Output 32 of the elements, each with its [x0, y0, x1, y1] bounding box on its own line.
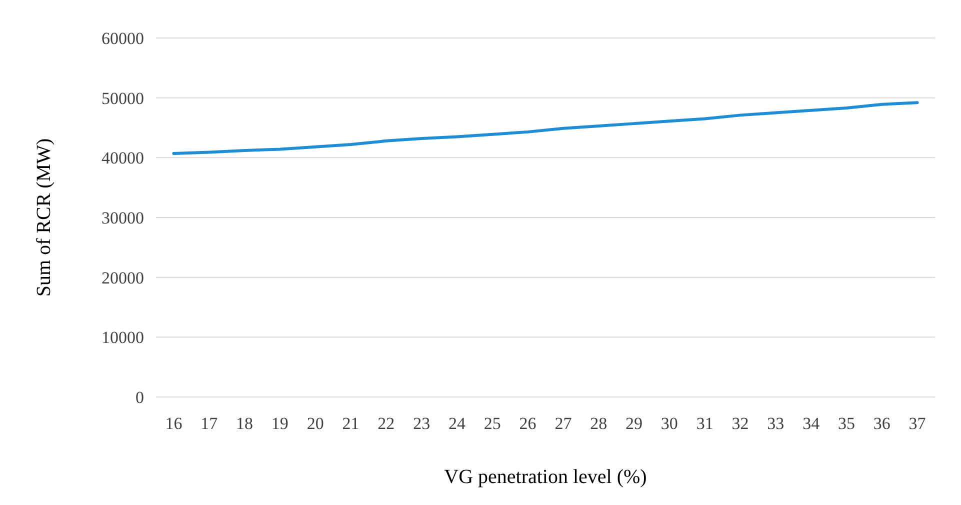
- line-series: [172, 101, 919, 155]
- y-tick-label: 60000: [102, 28, 144, 48]
- y-tick-label: 0: [136, 388, 144, 407]
- x-tick-label: 31: [696, 414, 714, 433]
- x-tick-label: 16: [165, 414, 182, 433]
- y-tick-label: 30000: [102, 208, 144, 228]
- x-axis-title: VG penetration level (%): [444, 466, 647, 488]
- x-tick-label: 21: [342, 414, 360, 433]
- x-tick-label: 30: [660, 414, 678, 433]
- x-tick-label: 18: [236, 414, 254, 433]
- x-tick-label: 20: [306, 414, 324, 433]
- y-axis-title: Sum of RCR (MW): [33, 138, 55, 297]
- y-tick-label: 50000: [102, 88, 144, 108]
- x-tick-label: 36: [873, 414, 890, 433]
- y-tick-label: 20000: [102, 268, 144, 288]
- x-tick-label: 33: [767, 414, 784, 433]
- x-tick-label: 22: [378, 414, 395, 433]
- x-tick-label: 23: [413, 414, 430, 433]
- x-tick-label: 28: [590, 414, 608, 433]
- y-tick-label: 10000: [102, 328, 144, 348]
- y-tick-label: 40000: [102, 148, 144, 168]
- x-tick-label: 29: [626, 414, 643, 433]
- x-tick-label: 37: [908, 414, 926, 433]
- x-tick-label: 27: [554, 414, 572, 433]
- x-tick-label: 25: [484, 414, 501, 433]
- x-tick-label: 35: [838, 414, 855, 433]
- x-tick-label: 26: [519, 414, 536, 433]
- x-tick-label: 34: [802, 414, 820, 433]
- x-tick-label: 17: [200, 414, 218, 433]
- x-tick-label: 24: [448, 414, 466, 433]
- x-tick-label: 19: [271, 414, 288, 433]
- x-tick-label: 32: [732, 414, 749, 433]
